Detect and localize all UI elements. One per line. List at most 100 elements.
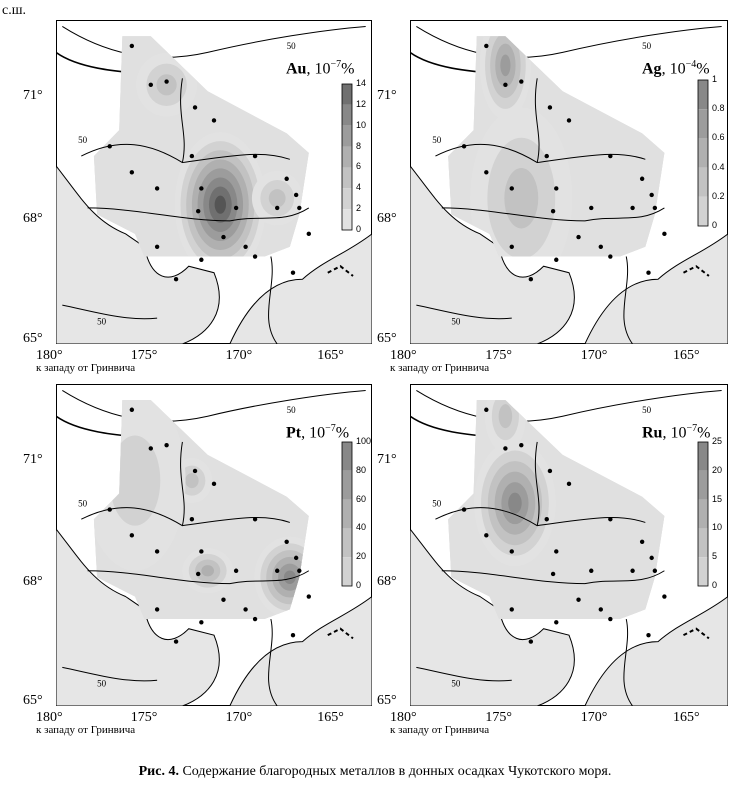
sampling-station [519,442,524,448]
colorbar-tick-label: 0 [356,580,362,590]
colorbar-band [342,528,352,558]
sampling-station [221,234,226,240]
sampling-station [243,607,248,612]
sampling-station [211,118,217,123]
sampling-station [528,639,534,644]
concentration-contour [201,565,214,577]
sampling-station [129,533,135,538]
sampling-station [589,205,594,211]
colorbar-tick-label: 25 [712,436,723,446]
colorbar-band [342,557,352,586]
colorbar-tick-label: 60 [356,493,367,504]
isobath-label: 50 [642,405,652,415]
river [623,618,634,706]
sampling-station [189,517,195,522]
land-alaska [229,595,372,706]
sampling-station [233,205,239,211]
longitude-caption: к западу от Гринвича [390,724,490,736]
sampling-station [544,153,549,159]
sampling-station [164,79,169,84]
map-panel-ag: 50 50 50 [410,20,728,344]
sampling-station [554,186,559,191]
latitude-tick-label: 68° [377,574,397,590]
concentration-contour [283,570,296,584]
caption-figure-number: Рис. 4. [138,764,179,779]
sampling-station [608,153,613,159]
colorbar-band [342,188,352,210]
coast-dashed [327,627,354,640]
coastline [180,78,185,163]
isobath-50-north [62,389,366,422]
map-panel-au: 50 50 50 [56,20,372,344]
sampling-station [652,568,658,573]
sampling-station [519,79,524,84]
sampling-station [154,186,160,191]
colorbar-tick-label: 0.4 [712,161,725,172]
colorbar-tick-label: 0 [712,220,718,230]
isobath-50-south [62,666,158,682]
map-panel-pt: 50 50 50 [56,384,372,706]
sampling-station [547,468,553,474]
land-alaska [584,233,728,344]
colorbar-tick-label: 80 [356,464,367,475]
sampling-station [252,254,258,259]
sampling-station [547,105,553,110]
sampling-station [589,568,594,573]
isobath-label: 50 [451,679,461,689]
sampling-station [154,244,160,249]
colorbar-band [342,84,352,105]
colorbar-tick-label: 1 [712,74,718,84]
coastline [180,441,185,526]
sampling-station [297,205,302,211]
sampling-station [652,205,658,211]
colorbar-tick-label: 2 [356,203,362,214]
sampling-station [639,176,645,181]
sampling-station [484,43,489,49]
panel-title-pt: Pt, 10−7% [286,423,350,442]
latitude-tick-label: 65° [377,693,397,709]
colorbar-band [698,109,708,139]
sampling-station [164,442,169,448]
river [268,618,278,706]
land-alaska [229,233,372,344]
concentration-contour [500,54,511,77]
colorbar-frame [697,79,709,227]
sampling-station [528,277,534,282]
concentration-contour [214,195,227,214]
sampling-station [461,144,467,149]
coast-dashed [327,265,354,277]
land-siberia [410,528,575,706]
concentration-contour [504,167,539,229]
longitude-tick-label: 180° [36,348,63,363]
sampling-station [275,205,280,211]
concentration-contour [268,189,286,208]
colorbar-tick-label: 12 [356,98,367,109]
sampling-station [192,105,198,110]
colorbar-tick-label: 8 [356,140,362,151]
colorbar-band [342,125,352,147]
colorbar-band [698,138,708,168]
colorbar-band [342,146,352,168]
latitude-tick-label: 71° [377,451,397,467]
latitude-tick-label: 65° [377,331,397,347]
colorbar-band [698,167,708,197]
colorbar-tick-label: 14 [356,78,367,88]
colorbar-tick-label: 15 [712,493,723,504]
latitude-unit-label: с.ш. [2,3,26,18]
isobath-label: 50 [78,498,88,508]
land-siberia [410,164,575,344]
sampling-station [509,549,514,554]
coastline [534,78,540,163]
longitude-caption: к западу от Гринвича [36,362,136,374]
sampling-station [550,571,556,577]
isobath-50-south [416,666,512,682]
sampling-station [608,616,613,622]
colorbar-band [342,499,352,529]
isobath-label: 50 [287,405,297,415]
sampling-station [484,407,489,412]
sampling-station [484,533,489,538]
sampling-station [662,594,667,599]
latitude-tick-label: 68° [23,574,43,590]
isobath-50-north [416,25,722,58]
sampling-station [646,632,651,638]
